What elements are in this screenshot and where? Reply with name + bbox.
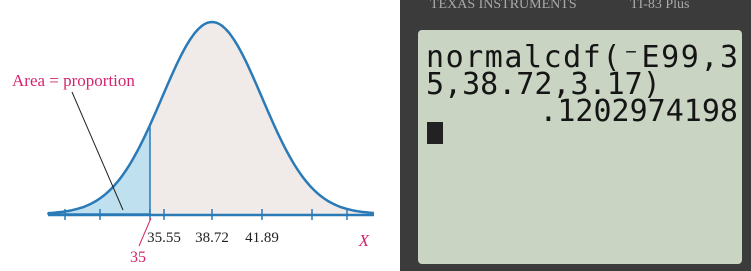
annotation: Area = proportion [12, 71, 135, 90]
brand: TEXAS INSTRUMENTS [430, 0, 577, 12]
normal-curve-figure: Area = proportion 35.55 38.72 41.89 35 X [0, 0, 395, 271]
calculator: TEXAS INSTRUMENTS TI-83 Plus normalcdf(⁻… [400, 0, 751, 271]
cursor [427, 122, 443, 144]
tick-label: 41.89 [245, 230, 279, 246]
tick-label: 35.55 [147, 230, 181, 246]
screen-line: .1202974198 [539, 94, 738, 129]
screenshot: Area = proportion 35.55 38.72 41.89 35 X… [0, 0, 751, 271]
cutoff-label: 35 [130, 249, 146, 266]
page: {"figure": {"annotation": "Area = propor… [0, 0, 751, 271]
axis-label: X [358, 231, 370, 250]
tick-label: 38.72 [195, 230, 229, 246]
model: TI-83 Plus [630, 0, 690, 12]
